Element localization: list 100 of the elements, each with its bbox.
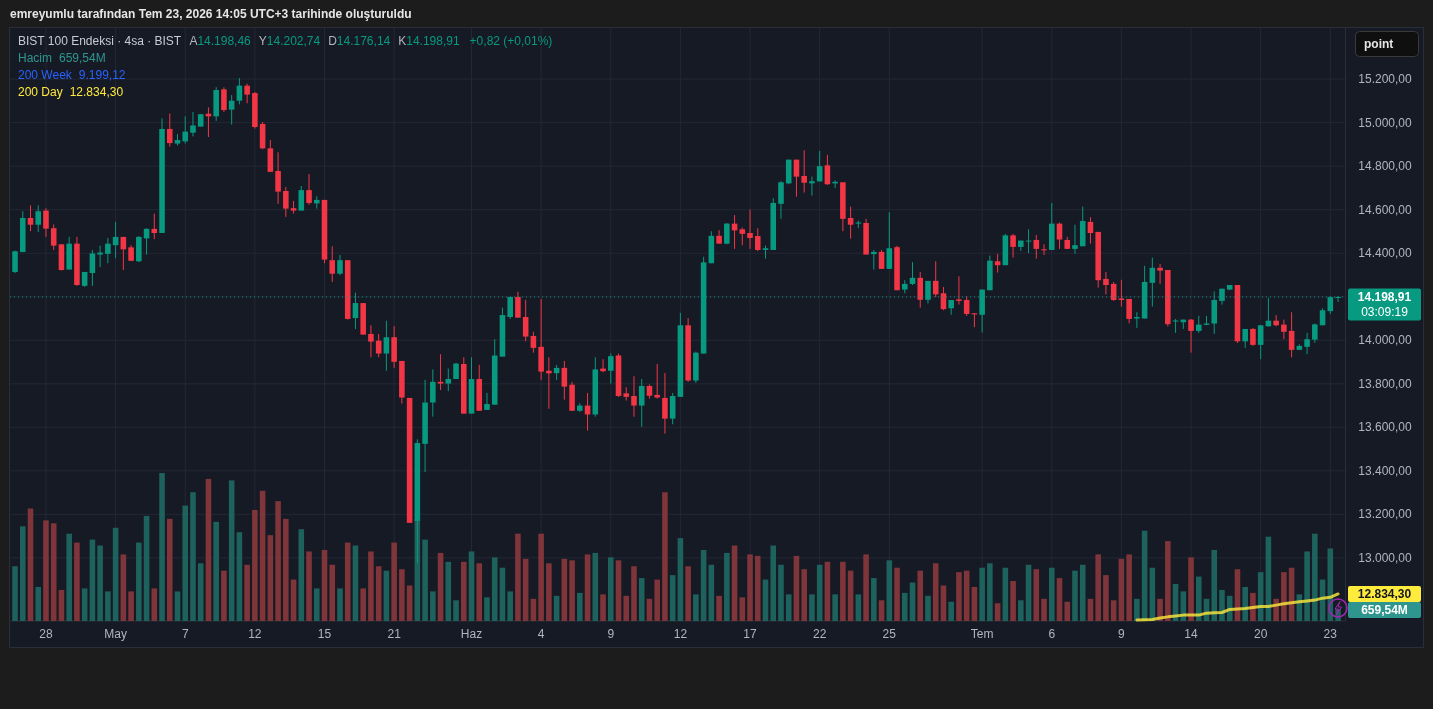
- bar: [143, 515, 150, 621]
- candlestick: [638, 378, 645, 428]
- bar: [801, 569, 807, 621]
- candlestick: [847, 206, 854, 240]
- x-tick-label: 14: [1184, 627, 1199, 641]
- candlestick: [306, 173, 312, 206]
- candlestick: [298, 185, 305, 212]
- bar: [484, 597, 490, 621]
- bar: [546, 563, 552, 621]
- bar: [925, 595, 931, 621]
- candlestick: [27, 204, 34, 232]
- candlestick: [1250, 327, 1256, 347]
- x-tick-label: 15: [317, 627, 332, 641]
- x-tick-label: 4: [537, 627, 545, 641]
- candlestick: [105, 237, 111, 264]
- candlestick: [375, 333, 382, 358]
- candlestick: [522, 299, 529, 342]
- bar: [97, 545, 103, 621]
- candlestick: [654, 363, 660, 400]
- bar: [360, 588, 366, 621]
- bar: [1018, 600, 1024, 621]
- candlestick: [1072, 224, 1078, 255]
- candlestick: [43, 207, 49, 238]
- candlestick: [1033, 234, 1040, 260]
- candlestick: [1157, 263, 1163, 285]
- candlestick: [1134, 311, 1140, 329]
- y-tick-label: 14.000,00: [1358, 333, 1413, 348]
- bar: [607, 557, 614, 621]
- bar: [213, 521, 219, 621]
- bar: [1010, 581, 1016, 621]
- y-tick-label: 13.600,00: [1358, 420, 1413, 435]
- candlestick: [932, 260, 939, 298]
- x-tick-label: 17: [743, 627, 758, 641]
- annotation: A14.198,46: [189, 34, 252, 48]
- candlestick: [871, 249, 877, 271]
- text: point: [1364, 37, 1394, 51]
- bar: [1188, 557, 1194, 621]
- y-tick-label: 13.800,00: [1358, 376, 1413, 391]
- bar: [329, 564, 336, 621]
- bar: [1079, 564, 1086, 621]
- bar: [956, 572, 962, 621]
- y-tick-label: 13.000,00: [1358, 550, 1413, 565]
- bar: [1165, 541, 1171, 621]
- bar: [561, 558, 568, 621]
- bar: [468, 551, 475, 621]
- y-tick-label: 14.400,00: [1358, 246, 1413, 261]
- bar: [863, 554, 869, 621]
- bar: [1134, 598, 1140, 621]
- x-tick-label: 20: [1253, 627, 1268, 641]
- bar: [313, 588, 320, 621]
- text: 659,54M: [59, 51, 106, 65]
- bar: [275, 501, 281, 621]
- bar: [1118, 558, 1125, 621]
- bar: [74, 542, 80, 621]
- bar: [747, 554, 753, 621]
- bar: [259, 490, 266, 621]
- bar: [437, 552, 444, 621]
- bar: [917, 570, 924, 621]
- annotation: D14.176,14: [328, 34, 391, 48]
- bar: [754, 555, 761, 621]
- bar: [112, 527, 119, 621]
- bar: [569, 560, 575, 621]
- bar: [205, 478, 212, 621]
- bar: [623, 595, 630, 621]
- bar: [105, 591, 111, 621]
- bar: [197, 563, 204, 621]
- bar: [1103, 575, 1109, 621]
- bar: [476, 563, 483, 621]
- annotation: K14.198,91: [398, 34, 460, 48]
- bar: [228, 480, 235, 621]
- y-tick-label: 14.800,00: [1358, 159, 1413, 174]
- x-tick-label: Haz: [460, 627, 483, 641]
- annotation: +0,82 (+0,01%): [469, 34, 553, 48]
- bar: [1126, 554, 1132, 621]
- bar: [615, 560, 622, 621]
- bar: [785, 594, 792, 621]
- bar: [1304, 551, 1310, 621]
- candlestick: [1010, 233, 1016, 259]
- bar: [35, 586, 42, 621]
- bar: [120, 554, 127, 621]
- bar: [267, 535, 274, 621]
- bar: [236, 532, 243, 621]
- bar: [174, 591, 181, 621]
- candlestick: [778, 180, 784, 220]
- bar: [190, 492, 196, 621]
- bar: [453, 600, 459, 621]
- x-tick-label: 22: [812, 627, 827, 641]
- bar: [430, 591, 436, 621]
- bar: [375, 566, 382, 621]
- bar: [778, 564, 784, 621]
- text: 03:09:19: [1361, 304, 1409, 319]
- candlestick: [97, 245, 103, 268]
- text: Hacim: [18, 51, 53, 65]
- x-tick-label: 12: [248, 627, 262, 641]
- bar: [507, 591, 513, 621]
- bar: [1095, 554, 1101, 621]
- candlestick: [445, 368, 452, 392]
- x-tick-label: 23: [1323, 627, 1338, 641]
- candlestick: [221, 86, 227, 113]
- bar: [182, 505, 189, 621]
